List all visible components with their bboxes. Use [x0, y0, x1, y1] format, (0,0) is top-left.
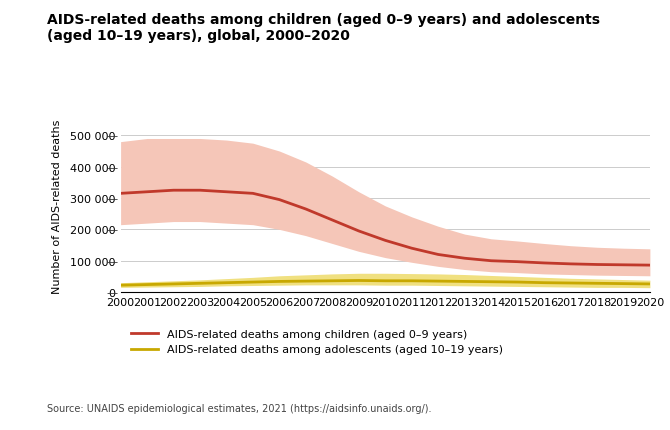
Text: —: —	[107, 287, 118, 298]
Text: —: —	[107, 194, 118, 203]
Text: —: —	[107, 162, 118, 172]
Text: —: —	[107, 225, 118, 235]
Y-axis label: Number of AIDS-related deaths: Number of AIDS-related deaths	[52, 120, 62, 293]
Text: —: —	[107, 131, 118, 141]
Text: Source: UNAIDS epidemiological estimates, 2021 (https://aidsinfo.unaids.org/).: Source: UNAIDS epidemiological estimates…	[47, 403, 431, 413]
Legend: AIDS-related deaths among children (aged 0–9 years), AIDS-related deaths among a: AIDS-related deaths among children (aged…	[126, 325, 508, 359]
Text: AIDS-related deaths among children (aged 0–9 years) and adolescents
(aged 10–19 : AIDS-related deaths among children (aged…	[47, 13, 600, 43]
Text: —: —	[107, 256, 118, 266]
